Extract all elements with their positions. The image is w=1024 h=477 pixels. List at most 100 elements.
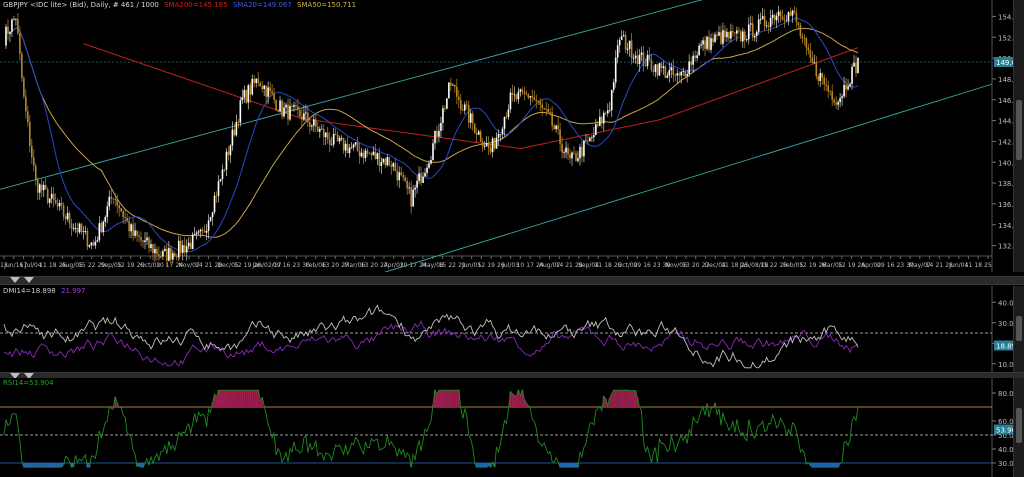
candle-body <box>809 50 812 58</box>
y-tick-label: 30.000 <box>998 460 1023 468</box>
candle-body <box>779 11 782 17</box>
candle-body <box>332 134 335 145</box>
candle-body <box>27 111 29 123</box>
x-tick-label: Mar/06 <box>344 262 365 269</box>
rsi-canvas[interactable]: 80.000 60.000 50.000 40.000 30.000 53.904 <box>0 378 1024 477</box>
collapse-arrow-icon[interactable] <box>10 373 20 379</box>
x-tick-label: 21 <box>565 262 573 269</box>
candle-body <box>370 153 373 156</box>
candle-body <box>44 184 47 190</box>
candle-body <box>823 77 826 85</box>
candle-body <box>144 240 146 243</box>
y-tick-label: 40.000 <box>998 446 1023 454</box>
candle-body <box>487 143 490 148</box>
candle-body <box>19 33 21 54</box>
x-tick-label: 09 <box>273 262 281 269</box>
rsi-value-tag-label: 53.904 <box>996 427 1021 435</box>
x-tick-label: 18 <box>974 262 982 269</box>
candle-body <box>811 57 814 63</box>
candle-body <box>31 145 33 158</box>
x-tick-label: May/07 <box>909 262 931 269</box>
candle-body <box>791 10 794 16</box>
candle-body <box>221 169 224 180</box>
candle-body <box>285 104 287 108</box>
candle-body <box>714 34 716 42</box>
candle-body <box>25 96 27 112</box>
x-tick-label: 11 <box>721 262 729 269</box>
candle-body <box>559 129 561 144</box>
candle-body <box>686 73 688 77</box>
candle-body <box>90 242 93 246</box>
candle-body <box>738 30 740 32</box>
candle-body <box>851 66 853 84</box>
candle-body <box>299 109 301 117</box>
rsi-pane[interactable]: 80.000 60.000 50.000 40.000 30.000 53.904 RSI… <box>0 378 1024 477</box>
y-tick-label: 146.000 <box>998 97 1024 105</box>
candle-body <box>539 101 542 105</box>
candle-body <box>36 179 39 193</box>
rsi-scrollbar[interactable] <box>1013 378 1024 477</box>
dmi-scrollbar[interactable] <box>1013 286 1024 372</box>
candle-body <box>601 116 603 124</box>
candle-body <box>257 78 260 83</box>
price-chart-canvas[interactable]: 154.000152.000150.000148.000146.000144.0… <box>0 0 1024 272</box>
candle-body <box>446 98 448 109</box>
candle-body <box>696 55 698 59</box>
channel-upper-line <box>0 0 703 190</box>
candle-body <box>545 108 547 110</box>
candle-body <box>360 152 363 157</box>
price-scrollbar[interactable] <box>1013 0 1024 272</box>
candle-body <box>70 223 73 229</box>
candle-body <box>106 206 109 217</box>
candle-body <box>229 145 232 156</box>
candle-body <box>672 67 675 75</box>
candle-body <box>481 141 484 147</box>
candle-body <box>374 151 377 159</box>
price-chart-pane[interactable]: 154.000152.000150.000148.000146.000144.0… <box>0 0 1024 272</box>
last-price-tag <box>994 57 1022 68</box>
scrollbar-thumb[interactable] <box>1016 316 1022 341</box>
x-tick-label: 24 <box>176 262 184 269</box>
candle-body <box>469 113 472 123</box>
candle-body <box>519 89 522 92</box>
candle-body <box>698 45 700 56</box>
y-tick-label: 142.000 <box>998 138 1024 146</box>
x-tick-label: 13 <box>322 262 330 269</box>
candle-body <box>442 108 444 123</box>
scrollbar-thumb[interactable] <box>1016 408 1022 443</box>
candle-body <box>634 55 637 58</box>
candle-body <box>392 163 395 167</box>
candle-body <box>440 122 442 131</box>
candle-body <box>398 172 401 181</box>
collapse-arrow-icon[interactable] <box>24 277 34 283</box>
candle-body <box>136 230 138 236</box>
candle-body <box>376 153 379 159</box>
x-tick-label: 19 <box>809 262 817 269</box>
pane-divider-1[interactable] <box>0 276 1024 285</box>
x-tick-label: 16 <box>283 262 291 269</box>
candle-body <box>602 112 605 124</box>
candle-body <box>843 84 845 97</box>
candle-body <box>52 193 55 201</box>
scrollbar-thumb[interactable] <box>1016 100 1022 160</box>
candle-body <box>293 105 295 107</box>
candle-body <box>313 119 315 126</box>
candle-body <box>704 40 706 49</box>
collapse-arrow-icon[interactable] <box>10 277 20 283</box>
candle-body <box>674 74 677 76</box>
candle-body <box>817 76 820 81</box>
rsi-value-tag <box>994 424 1022 435</box>
candle-body <box>112 198 115 200</box>
candle-body <box>100 223 103 233</box>
candle-body <box>318 128 321 132</box>
candle-body <box>561 143 563 153</box>
candle-body <box>34 165 37 180</box>
candle-body <box>11 19 13 32</box>
candle-body <box>839 98 841 103</box>
rsi-line <box>3 388 859 468</box>
candle-body <box>650 59 653 70</box>
candle-body <box>181 245 184 253</box>
collapse-arrow-icon[interactable] <box>24 373 34 379</box>
